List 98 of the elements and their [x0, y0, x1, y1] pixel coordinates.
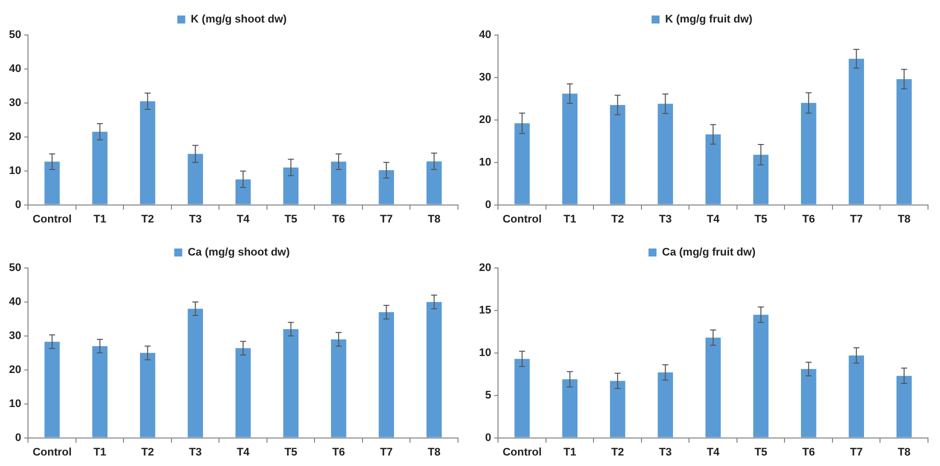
x-tick-label: T5 — [754, 446, 768, 458]
bar — [44, 342, 60, 438]
y-tick-label: 20 — [478, 114, 492, 126]
bar — [658, 104, 674, 204]
bar — [235, 179, 251, 204]
bar — [92, 346, 108, 438]
x-tick-label: T8 — [428, 446, 441, 458]
x-tick-label: T5 — [754, 213, 768, 226]
x-tick-label: T3 — [188, 213, 202, 226]
x-tick-label: Control — [502, 213, 542, 226]
x-tick-label: T7 — [380, 213, 393, 226]
y-tick-label: 50 — [8, 262, 22, 274]
y-tick-label: 20 — [478, 262, 492, 274]
y-tick-label: 0 — [485, 432, 492, 444]
y-tick-label: 15 — [478, 304, 492, 316]
bar — [330, 339, 346, 438]
bar — [426, 302, 442, 438]
x-tick-label: T1 — [93, 446, 106, 458]
x-tick-label: T8 — [898, 446, 911, 458]
bar — [378, 312, 394, 438]
x-tick-label: T1 — [563, 213, 576, 226]
bar — [44, 162, 60, 204]
x-tick-label: T6 — [332, 446, 346, 458]
y-tick-label: 30 — [478, 71, 492, 84]
bar — [753, 314, 769, 438]
x-tick-label: T3 — [658, 213, 672, 226]
legend-label: K (mg/g fruit dw) — [665, 14, 753, 26]
x-tick-label: T6 — [802, 213, 816, 226]
x-tick-label: T2 — [141, 213, 154, 226]
x-tick-label: T8 — [428, 213, 441, 226]
x-tick-label: T3 — [188, 446, 202, 458]
bar — [140, 101, 156, 204]
x-tick-label: T7 — [850, 213, 863, 226]
y-tick-label: 5 — [485, 389, 492, 402]
y-tick-label: 40 — [8, 296, 22, 308]
bar — [562, 94, 578, 204]
bar — [235, 348, 251, 438]
bar — [140, 352, 156, 438]
bar — [800, 369, 816, 438]
bar — [188, 308, 204, 438]
bar — [896, 79, 912, 204]
bar — [426, 161, 442, 204]
x-tick-label: Control — [502, 446, 542, 458]
x-tick-label: T2 — [141, 446, 154, 458]
y-tick-label: 0 — [485, 198, 492, 211]
x-tick-label: T2 — [611, 446, 624, 458]
x-tick-label: T4 — [236, 446, 250, 458]
y-tick-label: 40 — [478, 29, 492, 42]
bar — [610, 105, 626, 204]
bar — [330, 162, 346, 204]
bar — [896, 376, 912, 438]
x-tick-label: T7 — [380, 446, 393, 458]
bar — [848, 58, 864, 204]
bar — [753, 154, 769, 204]
x-tick-label: T4 — [706, 213, 720, 226]
legend-label: Ca (mg/g fruit dw) — [662, 246, 756, 259]
bar — [800, 102, 816, 204]
x-tick-label: T4 — [706, 446, 720, 458]
bar — [610, 380, 626, 438]
bar — [378, 170, 394, 204]
x-tick-label: T5 — [284, 213, 298, 226]
y-tick-label: 30 — [8, 330, 22, 342]
y-tick-label: 10 — [8, 164, 22, 177]
bar — [514, 123, 530, 204]
y-tick-label: 10 — [478, 156, 492, 168]
y-tick-label: 0 — [15, 432, 22, 444]
bar — [705, 338, 721, 438]
x-tick-label: T2 — [611, 213, 624, 226]
y-tick-label: 20 — [8, 130, 22, 143]
x-tick-label: T6 — [332, 213, 346, 226]
bar — [92, 132, 108, 204]
x-tick-label: T1 — [93, 213, 106, 226]
x-tick-label: T8 — [898, 213, 911, 226]
bar — [848, 355, 864, 438]
y-tick-label: 40 — [8, 62, 22, 75]
bar — [283, 167, 299, 204]
bar — [658, 372, 674, 438]
bar — [188, 154, 204, 204]
x-tick-label: T4 — [236, 213, 250, 226]
y-tick-label: 10 — [8, 398, 22, 410]
bar — [562, 379, 578, 438]
y-tick-label: 20 — [8, 364, 22, 376]
x-tick-label: Control — [32, 213, 72, 226]
y-tick-label: 30 — [8, 96, 22, 109]
x-tick-label: T1 — [563, 446, 576, 458]
legend-label: Ca (mg/g shoot dw) — [188, 246, 290, 259]
y-tick-label: 0 — [15, 198, 22, 211]
bar — [705, 134, 721, 204]
x-tick-label: T6 — [802, 446, 816, 458]
y-tick-label: 10 — [478, 346, 492, 359]
y-tick-label: 50 — [8, 29, 22, 42]
x-tick-label: T3 — [658, 446, 672, 458]
bar — [283, 329, 299, 438]
legend-label: K (mg/g shoot dw) — [190, 14, 288, 26]
x-tick-label: Control — [32, 446, 72, 458]
x-tick-label: T7 — [850, 446, 863, 458]
bar — [514, 358, 530, 438]
x-tick-label: T5 — [284, 446, 298, 458]
